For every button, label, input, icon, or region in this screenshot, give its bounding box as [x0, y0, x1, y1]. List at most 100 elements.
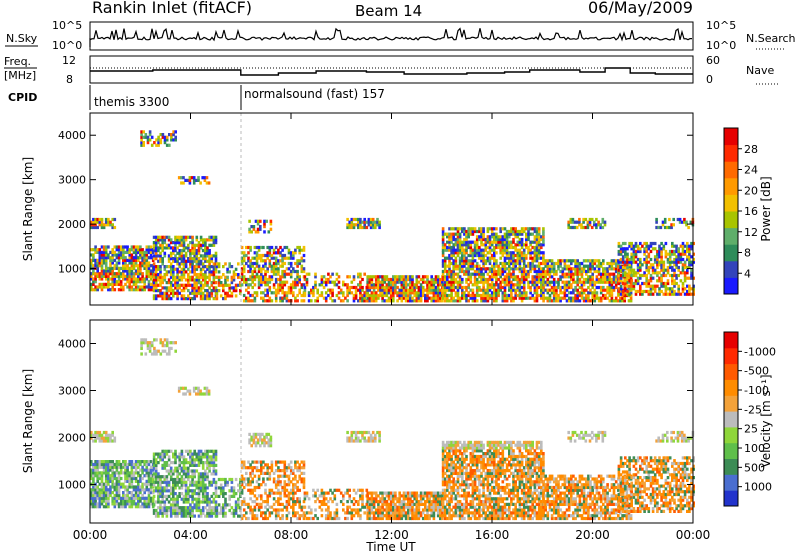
power-pixel-2478	[493, 259, 496, 263]
power-pixel-2249	[469, 267, 473, 271]
power-pixel-498	[163, 235, 167, 239]
power-pixel-850	[208, 257, 211, 261]
power-pixel-1116	[245, 280, 248, 284]
velocity-pixel-313	[137, 493, 140, 498]
power-pixel-102	[107, 288, 110, 292]
power-pixel-210	[124, 264, 127, 268]
velocity-pixel-870	[208, 463, 211, 467]
velocity-pixel-819	[201, 463, 205, 467]
power-pixel-1828	[407, 277, 410, 282]
power-pixel-2198	[463, 227, 466, 231]
velocity-pixel-83	[100, 476, 104, 481]
velocity-pixel-740	[193, 497, 196, 501]
velocity-pixel-200	[117, 465, 121, 469]
power-pixel-2438	[488, 245, 492, 250]
power-pixel-2150	[458, 251, 462, 255]
power-pixel-377	[149, 253, 153, 257]
velocity-pixel-878	[210, 506, 214, 510]
velocity-pixel-643	[180, 455, 184, 459]
power-pixel-3655	[651, 265, 655, 270]
power-pixel-2849	[531, 227, 534, 231]
power-pixel-2501	[495, 261, 498, 266]
velocity-pixel-233	[124, 479, 127, 483]
velocity-pixel-183	[115, 471, 119, 475]
velocity-pixel-504	[163, 489, 167, 493]
power-pixel-3021	[552, 293, 556, 298]
velocity-pixel-45	[96, 505, 99, 509]
power-pixel-1990	[443, 293, 447, 298]
velocity-pixel-219	[122, 491, 125, 495]
power-pixel-3895	[571, 220, 575, 224]
power-pixel-1679	[370, 296, 374, 300]
power-pixel-342	[145, 274, 149, 278]
power-pixel-2679	[514, 296, 517, 300]
velocity-pixel-86	[100, 465, 104, 469]
power-pixel-1953	[439, 277, 442, 282]
velocity-pixel-820	[201, 461, 205, 465]
velocity-pixel-895	[212, 480, 216, 484]
power-pixel-1359	[287, 267, 291, 271]
velocity-pixel-538	[167, 480, 171, 484]
power-pixel-3927	[599, 223, 602, 227]
velocity-pixel-518	[165, 506, 169, 510]
power-pixel-432	[154, 238, 158, 242]
power-pixel-2480	[493, 253, 496, 258]
power-pixel-153	[115, 280, 119, 284]
power-pixel-882	[212, 254, 216, 258]
nsearch-tick-high: 10^5	[706, 19, 736, 32]
velocity-pixel-34	[94, 493, 97, 498]
power-pixel-33	[94, 258, 97, 262]
power-pixel-2122	[456, 275, 460, 279]
velocity-pixel-605	[176, 494, 179, 498]
power-pixel-3653	[651, 271, 655, 275]
velocity-pixel-366	[145, 479, 149, 483]
power-pixel-3536	[630, 252, 633, 256]
power-pixel-798	[201, 257, 205, 261]
power-pixel-1463	[269, 222, 273, 226]
power-pixel-2281	[473, 299, 477, 303]
power-pixel-1917	[430, 275, 433, 279]
power-pixel-3337	[610, 277, 614, 282]
power-pixel-773	[199, 286, 203, 290]
power-pixel-2746	[520, 275, 524, 279]
power-pixel-2661	[512, 283, 515, 287]
power-pixel-3210	[587, 275, 590, 279]
power-pixel-1057	[170, 135, 173, 139]
power-pixel-154	[115, 274, 119, 278]
power-pixel-560	[174, 291, 177, 295]
power-pixel-1664	[366, 285, 369, 290]
power-pixel-547	[172, 283, 175, 287]
power-pixel-1640	[367, 220, 371, 224]
power-pixel-66	[100, 269, 104, 273]
power-pixel-745	[195, 259, 199, 263]
power-pixel-3567	[636, 279, 640, 283]
power-pixel-1457	[263, 225, 266, 229]
power-pixel-639	[182, 267, 186, 271]
power-pixel-3784	[675, 273, 678, 278]
power-pixel-3130	[572, 267, 575, 271]
power-pixel-917	[217, 270, 221, 274]
power-pixel-1766	[392, 288, 395, 292]
velocity-pixel-44	[94, 460, 97, 464]
power-pixel-1552	[346, 299, 349, 303]
power-pixel-2767	[522, 280, 526, 284]
power-pixel-3026	[552, 280, 556, 284]
power-pixel-634	[182, 286, 186, 290]
power-pixel-1964	[441, 296, 445, 300]
power-pixel-2530	[499, 275, 502, 279]
velocity-pixel-697	[187, 461, 190, 465]
power-pixel-3007	[548, 259, 552, 263]
velocity-pixel-116	[104, 465, 108, 469]
power-pixel-2754	[520, 245, 524, 250]
velocity-pixel-41	[94, 468, 97, 472]
power-pixel-405	[152, 262, 156, 266]
power-pixel-2324	[478, 285, 481, 290]
power-pixel-2516	[497, 277, 500, 282]
power-pixel-2029	[448, 285, 451, 290]
velocity-pixel-855	[206, 458, 209, 462]
velocity-pixel-51	[96, 485, 99, 489]
velocity-pixel-528	[165, 463, 169, 467]
power-pixel-3005	[548, 267, 552, 271]
power-pixel-2023	[446, 240, 449, 244]
power-pixel-690	[189, 251, 192, 255]
